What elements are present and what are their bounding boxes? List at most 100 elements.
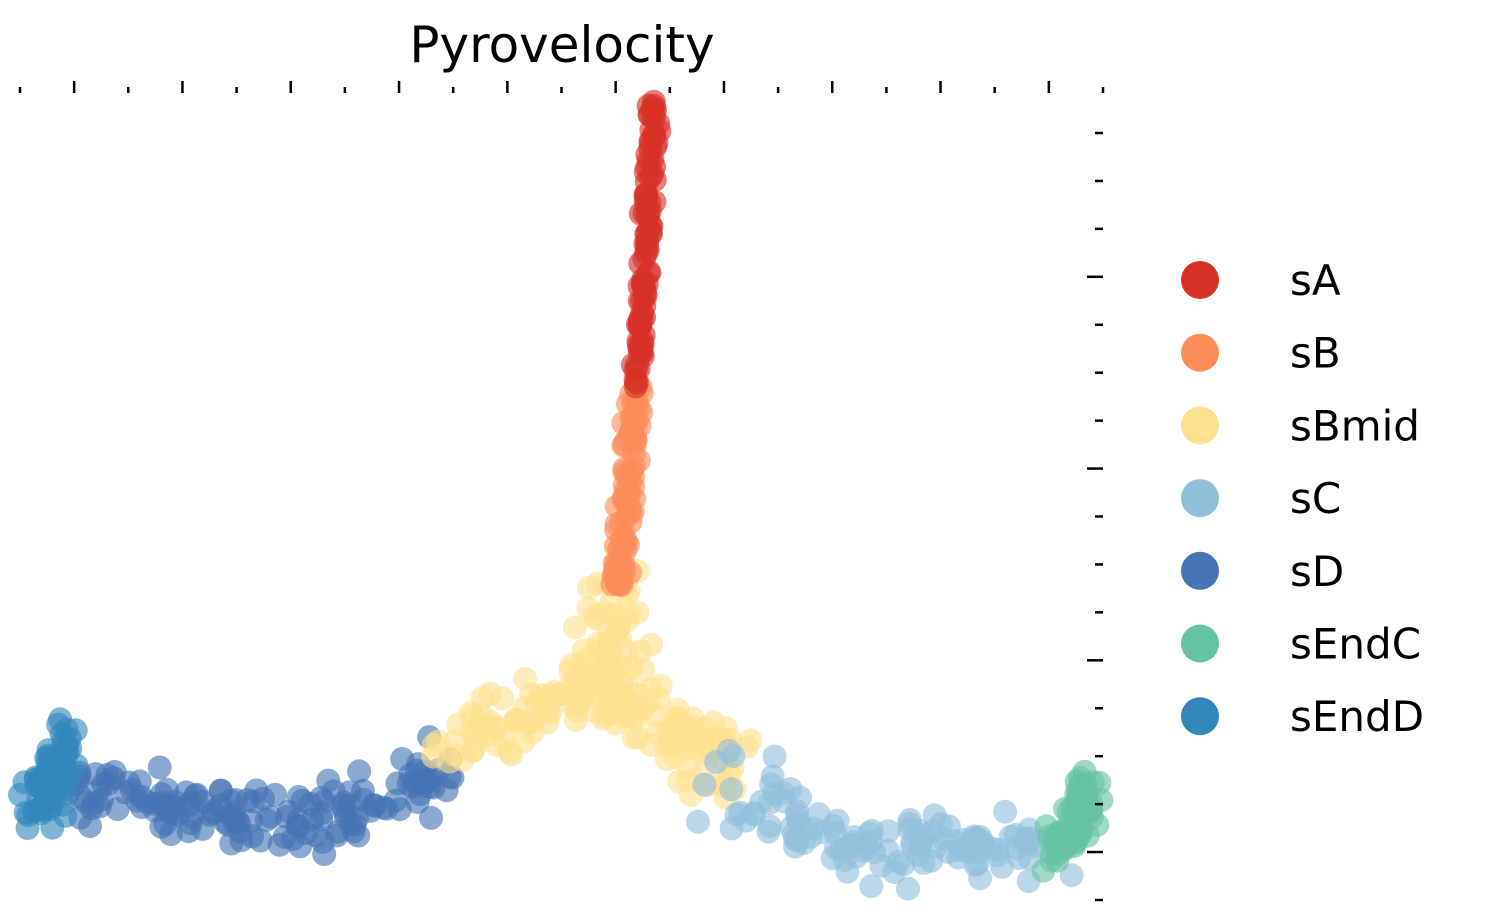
legend-item-sBmid: sBmid	[1181, 401, 1420, 450]
point-sC	[886, 849, 911, 874]
legend-marker	[1181, 697, 1219, 736]
series-sD	[38, 725, 465, 867]
legend-item-sD: sD	[1181, 547, 1344, 596]
point-sA	[643, 97, 667, 122]
point-sC	[857, 821, 882, 846]
legend-marker	[1181, 551, 1219, 590]
point-sBmid	[738, 728, 763, 753]
point-sD	[154, 777, 179, 802]
point-sC	[686, 809, 710, 834]
point-sBmid	[639, 632, 663, 657]
point-sBmid	[461, 739, 486, 764]
point-sC	[896, 876, 920, 901]
point-sA	[637, 217, 661, 242]
legend-label: sB	[1290, 329, 1341, 378]
point-sD	[183, 783, 208, 808]
point-sD	[209, 778, 233, 803]
legend-label: sD	[1290, 547, 1344, 596]
point-sBmid	[625, 600, 650, 625]
point-sC	[783, 834, 807, 859]
point-sC	[704, 749, 729, 774]
point-sC	[936, 839, 961, 864]
point-sBmid	[600, 659, 625, 684]
point-sBmid	[646, 686, 671, 711]
series-sA	[620, 89, 672, 399]
point-sC	[962, 826, 987, 851]
point-sBmid	[577, 575, 601, 600]
point-sC	[719, 777, 744, 802]
point-sD	[419, 805, 443, 830]
series-sBmid	[421, 558, 763, 810]
point-sC	[692, 772, 717, 797]
point-sD	[286, 785, 311, 809]
point-sA	[630, 344, 655, 369]
point-sEndD	[54, 717, 79, 742]
point-sEndD	[52, 754, 77, 779]
legend-label: sEndC	[1290, 620, 1421, 669]
legend-item-sC: sC	[1181, 474, 1341, 523]
point-sC	[832, 837, 857, 862]
legend-marker	[1181, 624, 1219, 663]
point-sBmid	[421, 744, 446, 769]
point-sD	[244, 778, 269, 803]
point-sC	[876, 819, 901, 844]
points-layer	[8, 89, 1114, 901]
point-sBmid	[470, 686, 495, 711]
legend-marker	[1181, 479, 1219, 518]
point-sB	[616, 480, 641, 505]
point-sEndC	[1073, 794, 1097, 819]
point-sBmid	[512, 696, 537, 721]
point-sBmid	[571, 638, 596, 663]
point-sA	[635, 234, 660, 259]
legend-marker	[1181, 406, 1219, 445]
point-sD	[351, 787, 376, 812]
point-sD	[390, 747, 415, 771]
point-sD	[347, 759, 372, 784]
legend-label: sBmid	[1290, 401, 1420, 450]
legend-item-sB: sB	[1181, 329, 1341, 378]
series-sC	[686, 738, 1084, 901]
point-sC	[936, 814, 961, 839]
point-sD	[176, 819, 201, 844]
series-sEndC	[1031, 759, 1114, 883]
point-sC	[909, 828, 934, 853]
point-sA	[631, 271, 655, 296]
legend-item-sEndC: sEndC	[1181, 620, 1421, 669]
point-sA	[638, 136, 663, 161]
point-sEndD	[46, 775, 71, 800]
point-sD	[371, 795, 396, 820]
point-sBmid	[490, 686, 515, 711]
point-sD	[331, 790, 356, 815]
point-sB	[622, 441, 646, 466]
chart-title: Pyrovelocity	[409, 16, 714, 74]
legend-label: sC	[1290, 474, 1341, 523]
point-sC	[762, 744, 787, 769]
point-sBmid	[499, 742, 524, 767]
point-sD	[280, 827, 305, 852]
point-sC	[756, 819, 781, 844]
point-sD	[396, 771, 421, 796]
point-sEndC	[1031, 858, 1056, 883]
legend-marker	[1181, 261, 1219, 299]
legend-label: sA	[1290, 256, 1341, 305]
point-sC	[788, 785, 813, 810]
point-sBmid	[618, 656, 643, 681]
point-sBmid	[625, 705, 650, 729]
point-sD	[274, 805, 299, 829]
point-sD	[147, 755, 172, 780]
point-sBmid	[563, 615, 587, 640]
point-sA	[629, 307, 654, 332]
point-sA	[634, 169, 659, 194]
legend-item-sEndD: sEndD	[1181, 692, 1424, 741]
legend-marker	[1181, 333, 1219, 372]
legend: sA sB sBmid sC sD sEndC sEndD	[1181, 256, 1424, 741]
axis-ticks	[18, 81, 1105, 902]
point-sEndC	[1056, 824, 1081, 849]
point-sC	[859, 874, 884, 899]
point-sBmid	[535, 693, 560, 718]
point-sC	[821, 814, 845, 839]
point-sB	[602, 561, 627, 586]
point-sC	[741, 802, 766, 827]
series-sEndD	[8, 707, 89, 840]
